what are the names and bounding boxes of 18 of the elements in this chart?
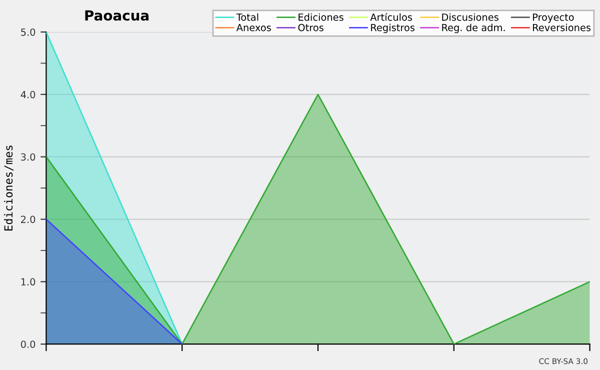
y-tick-label: 5.0 — [21, 28, 36, 36]
legend-label: Registros — [371, 24, 415, 34]
y-tick-label: 1.0 — [21, 278, 36, 286]
chart-title: Paoacua — [85, 10, 149, 21]
legend-label: Total — [236, 13, 258, 21]
y-axis-title: Ediciones/mes — [4, 146, 14, 230]
legend-label: Otros — [298, 24, 324, 32]
legend-label: Ediciones — [298, 13, 344, 21]
y-tick-label: 2.0 — [21, 216, 36, 224]
legend-label: Reg. de adm. — [442, 24, 505, 34]
legend-label: Reversiones — [533, 24, 591, 32]
y-tick-label: 0.0 — [20, 340, 36, 348]
legend-label: Discusiones — [442, 13, 498, 21]
y-tick-label: 4.0 — [20, 90, 36, 98]
legend-label: Proyecto — [533, 14, 574, 23]
legend-label: Anexos — [236, 24, 271, 32]
y-tick-label: 3.0 — [21, 153, 36, 161]
legend-label: Artículos — [370, 12, 412, 21]
